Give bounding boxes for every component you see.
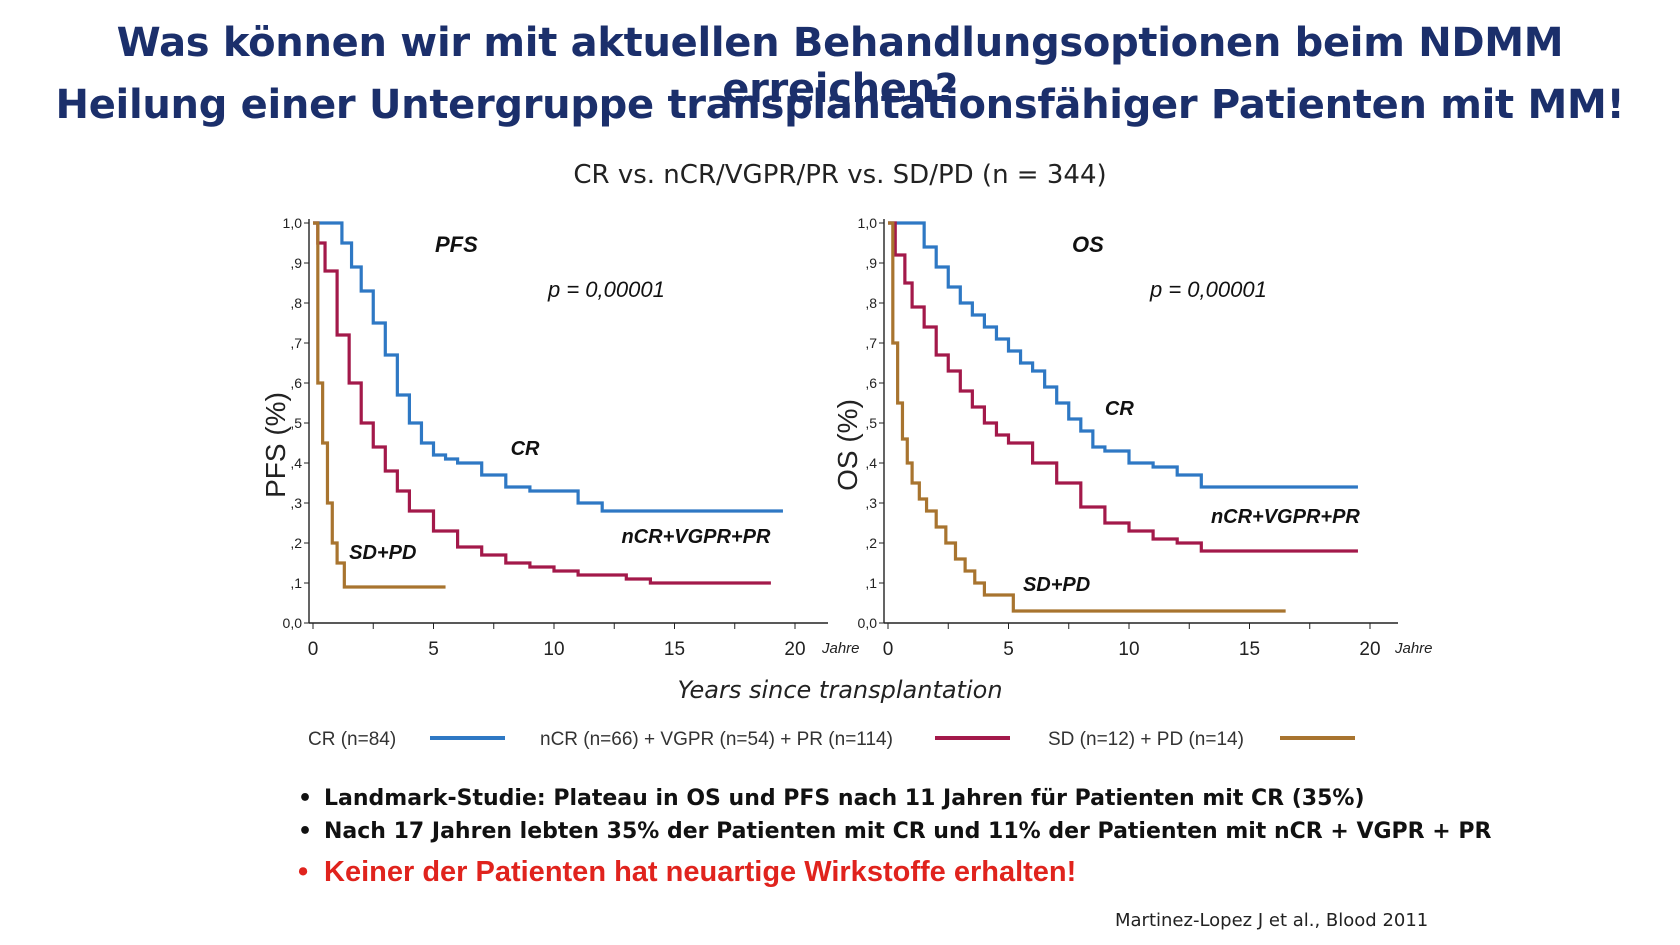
citation: Martinez-Lopez J et al., Blood 2011 <box>1115 910 1429 931</box>
legend: CR (n=84) nCR (n=66) + VGPR (n=54) + PR (… <box>308 729 1355 750</box>
y-tick-label: 1,0 <box>858 215 878 231</box>
legend-label: nCR (n=66) + VGPR (n=54) + PR (n=114) <box>540 729 893 750</box>
p-value: p = 0,00001 <box>547 277 665 302</box>
curve-label: SD+PD <box>1023 574 1090 596</box>
panel-title: OS <box>1072 232 1104 257</box>
y-tick-label: ,2 <box>865 535 877 551</box>
p-value: p = 0,00001 <box>1149 277 1267 302</box>
chart-os: 0,0 ,1 ,2 ,3 ,4 ,5 ,6 ,7 ,8 ,9 1,0 0 5 10 15 20 Jahre OS … <box>832 215 1433 660</box>
x-tick-label: 20 <box>1359 639 1380 660</box>
x-tick-label: 0 <box>883 639 894 660</box>
y-tick-label: ,5 <box>865 415 877 431</box>
x-tick-label: 0 <box>308 639 319 660</box>
legend-label: CR (n=84) <box>308 729 396 750</box>
y-tick-label: ,4 <box>865 455 877 471</box>
slide-title-line-2: Heilung einer Untergruppe transplantatio… <box>55 82 1625 128</box>
x-tick-label: 5 <box>1003 639 1014 660</box>
y-axis-label: OS (%) <box>832 399 863 491</box>
y-tick-label: ,4 <box>290 455 302 471</box>
y-tick-label: ,7 <box>865 335 877 351</box>
legend-label: SD (n=12) + PD (n=14) <box>1048 729 1244 750</box>
y-tick-label: ,3 <box>865 495 877 511</box>
y-tick-label: ,6 <box>865 375 877 391</box>
bullet-item: Nach 17 Jahren lebten 35% der Patienten … <box>298 815 1491 848</box>
y-tick-label: ,2 <box>290 535 302 551</box>
x-unit-label: Jahre <box>1394 640 1433 657</box>
series-line-cr <box>888 221 1358 489</box>
curve-label: CR <box>1105 398 1134 420</box>
y-axis-label: PFS (%) <box>260 392 291 498</box>
x-tick-label: 15 <box>664 639 685 660</box>
shared-x-axis-title: Years since transplantation <box>677 676 1002 704</box>
y-tick-label: ,9 <box>865 255 877 271</box>
curve-label: nCR+VGPR+PR <box>621 526 770 548</box>
series-line-ncr-vgpr-pr <box>313 221 771 585</box>
y-tick-label: ,5 <box>290 415 302 431</box>
y-tick-label: 0,0 <box>283 615 303 631</box>
slide-title-line-1: Was können wir mit aktuellen Behandlungs… <box>116 20 1564 112</box>
series-line-sd-pd <box>888 221 1286 613</box>
chart-subtitle: CR vs. nCR/VGPR/PR vs. SD/PD (n = 344) <box>573 160 1107 190</box>
x-tick-label: 10 <box>543 639 564 660</box>
series-line-cr <box>313 221 783 513</box>
curve-label: nCR+VGPR+PR <box>1211 506 1360 528</box>
panel-title: PFS <box>435 232 478 257</box>
x-unit-label: Jahre <box>821 640 860 657</box>
bullet-item: Landmark-Studie: Plateau in OS und PFS n… <box>298 782 1491 815</box>
y-tick-label: ,7 <box>290 335 302 351</box>
y-tick-label: 1,0 <box>283 215 303 231</box>
y-tick-label: 0,0 <box>858 615 878 631</box>
bullet-list: Landmark-Studie: Plateau in OS und PFS n… <box>298 782 1491 892</box>
y-tick-label: ,9 <box>290 255 302 271</box>
x-tick-label: 5 <box>428 639 439 660</box>
y-tick-label: ,3 <box>290 495 302 511</box>
x-tick-label: 10 <box>1118 639 1139 660</box>
y-tick-label: ,8 <box>865 295 877 311</box>
curve-label: SD+PD <box>349 542 416 564</box>
y-tick-label: ,1 <box>290 575 302 591</box>
x-tick-label: 20 <box>784 639 805 660</box>
y-tick-label: ,8 <box>290 295 302 311</box>
x-tick-label: 15 <box>1239 639 1260 660</box>
y-tick-label: ,1 <box>865 575 877 591</box>
series-line-ncr-vgpr-pr <box>888 221 1358 553</box>
chart-pfs: 0,0 ,1 ,2 ,3 ,4 ,5 ,6 ,7 ,8 ,9 1,0 0 5 10 15 20 Jahre PFS… <box>260 215 860 660</box>
series-line-sd-pd <box>313 221 446 589</box>
highlight-bullet: Keiner der Patienten hat neuartige Wirks… <box>298 852 1491 892</box>
y-tick-label: ,6 <box>290 375 302 391</box>
curve-label: CR <box>511 438 540 460</box>
